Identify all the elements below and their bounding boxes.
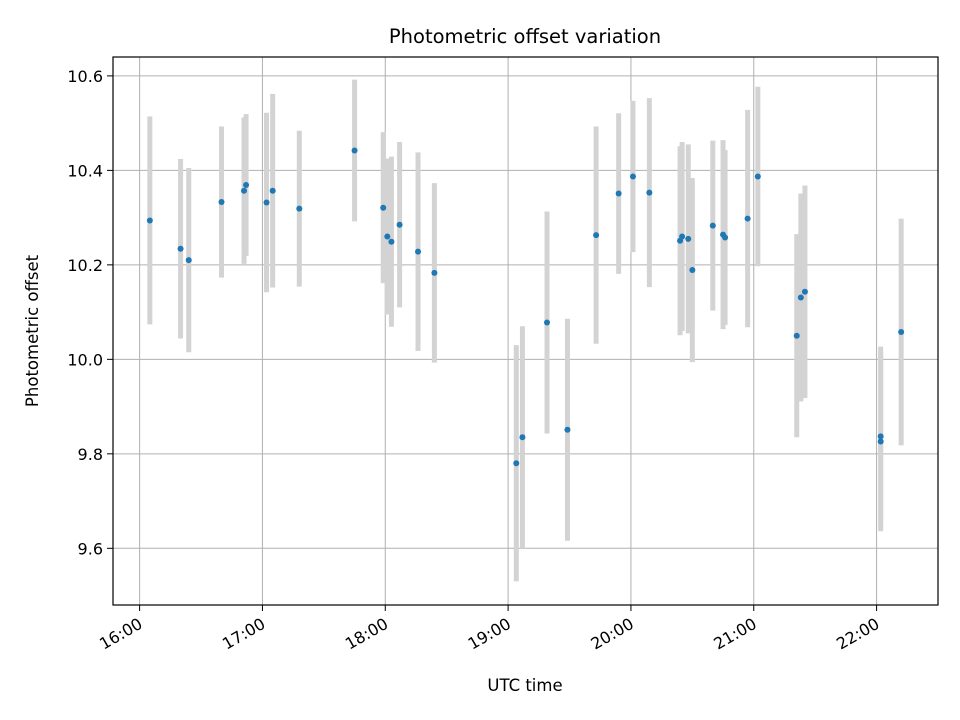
data-point	[689, 267, 696, 274]
data-point	[185, 257, 192, 264]
data-point	[351, 147, 358, 154]
data-point	[722, 234, 729, 241]
data-point	[380, 204, 387, 211]
y-tick-label: 9.8	[78, 445, 103, 464]
y-axis-title: Photometric offset	[23, 254, 42, 407]
data-point	[543, 319, 550, 326]
data-point	[218, 199, 225, 206]
data-point	[615, 190, 622, 197]
data-point	[877, 438, 884, 445]
data-point	[744, 215, 751, 222]
data-point	[877, 433, 884, 440]
y-tick-label: 10.6	[67, 67, 103, 86]
data-point	[388, 238, 395, 245]
data-point	[593, 232, 600, 239]
data-point	[754, 173, 761, 180]
data-point	[685, 235, 692, 242]
y-tick-label: 9.6	[78, 539, 103, 558]
data-point	[241, 187, 248, 194]
data-point	[177, 245, 184, 252]
plot-frame	[112, 56, 939, 606]
y-tick-label: 10.2	[67, 256, 103, 275]
data-point	[269, 187, 276, 194]
data-point	[679, 233, 686, 240]
data-point	[519, 434, 526, 441]
data-point	[797, 294, 804, 301]
data-point	[384, 233, 391, 240]
data-point	[629, 173, 636, 180]
data-point	[296, 205, 303, 212]
data-point	[646, 189, 653, 196]
data-point	[801, 288, 808, 295]
chart-title: Photometric offset variation	[389, 25, 661, 48]
y-axis-ticks: 9.6 9.8 10.0 10.2 10.4 10.6	[67, 67, 113, 558]
y-tick-label: 10.4	[67, 161, 103, 180]
data-point	[263, 199, 270, 206]
data-point	[415, 248, 422, 255]
data-points	[146, 147, 905, 467]
data-point	[396, 221, 403, 228]
data-point	[898, 328, 905, 335]
y-tick-label: 10.0	[67, 350, 103, 369]
data-point	[513, 460, 520, 467]
data-point	[431, 269, 438, 276]
data-point	[564, 426, 571, 433]
x-axis-title: UTC time	[487, 676, 562, 695]
data-point	[243, 182, 250, 189]
data-point	[709, 222, 716, 229]
data-point	[793, 332, 800, 339]
data-point	[146, 217, 153, 224]
